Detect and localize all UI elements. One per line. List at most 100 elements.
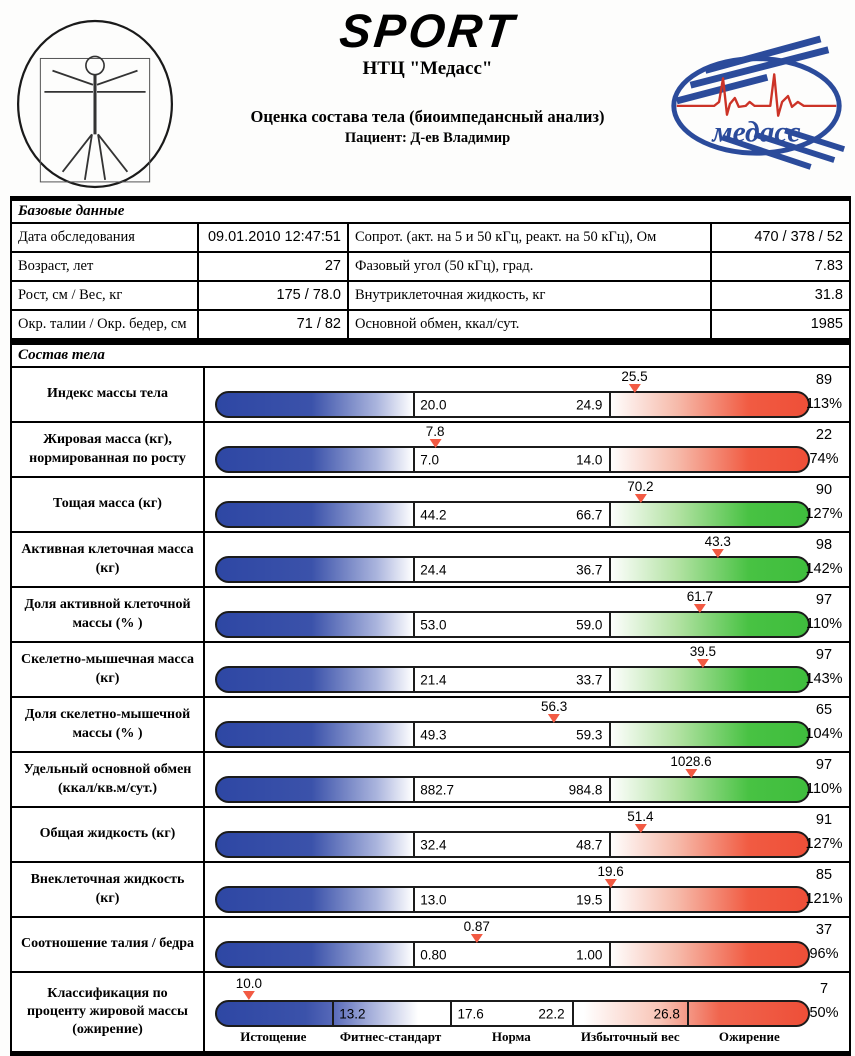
parameter-label: Классификация по проценту жировой массы … bbox=[12, 973, 205, 1051]
scale-divider bbox=[450, 1002, 453, 1025]
composition-table: Индекс массы тела 25.5 20.0 24.9 89 113%… bbox=[12, 368, 849, 973]
norm-low-value: 49.3 bbox=[420, 727, 447, 742]
marker-value: 56.3 bbox=[541, 699, 568, 714]
score-value: 97 bbox=[815, 592, 833, 608]
page-title: Оценка состава тела (биоимпедансный анал… bbox=[250, 107, 605, 127]
marker-value: 25.5 bbox=[621, 369, 648, 384]
basic-value: 71 / 82 bbox=[199, 311, 349, 338]
marker-triangle-icon bbox=[693, 604, 706, 613]
norm-high-value: 14.0 bbox=[576, 452, 603, 467]
basic-data-row: Рост, см / Вес, кг 175 / 78.0 Внутриклет… bbox=[12, 282, 849, 311]
scale-bar: 21.4 33.7 bbox=[215, 666, 810, 693]
parameter-label: Доля активной клеточной массы (% ) bbox=[12, 588, 205, 641]
organization-name: НТЦ "Медасс" bbox=[362, 58, 493, 80]
marker-triangle-icon bbox=[242, 991, 255, 1000]
scale-bar: 7.0 14.0 bbox=[215, 446, 810, 473]
marker-value: 10.0 bbox=[235, 976, 263, 991]
norm-low-value: 21.4 bbox=[420, 672, 447, 687]
patient-name: Пациент: Д-ев Владимир bbox=[344, 130, 511, 147]
marker-triangle-icon bbox=[684, 769, 697, 778]
threshold-value: 13.2 bbox=[339, 1006, 366, 1021]
basic-value: 27 bbox=[199, 253, 349, 280]
scale-bar: 44.2 66.7 bbox=[215, 501, 810, 528]
result-marker: 61.7 bbox=[687, 590, 713, 613]
score-value: 65 bbox=[815, 702, 833, 718]
result-marker: 7.8 bbox=[426, 425, 445, 448]
percent-value: 113% bbox=[805, 396, 842, 412]
basic-label: Дата обследования bbox=[12, 224, 199, 251]
scale-divider bbox=[609, 558, 612, 581]
zone-label: Избыточный вес bbox=[580, 1029, 680, 1044]
composition-row: Внеклеточная жидкость (кг) 19.6 13.0 19.… bbox=[12, 863, 849, 918]
parameter-label: Соотношение талия / бедра bbox=[12, 918, 205, 971]
norm-high-value: 66.7 bbox=[576, 507, 603, 522]
vitruvian-man-icon bbox=[16, 19, 174, 189]
zone-label: Ожирение bbox=[718, 1029, 780, 1044]
scale-bar: 20.0 24.9 bbox=[215, 391, 810, 418]
scale-divider bbox=[609, 833, 612, 856]
marker-value: 51.4 bbox=[627, 809, 654, 824]
composition-row: Общая жидкость (кг) 51.4 32.4 48.7 91 12… bbox=[12, 808, 849, 863]
score-value: 37 bbox=[815, 922, 833, 938]
norm-low-value: 7.0 bbox=[420, 452, 439, 467]
composition-row: Жировая масса (кг), нормированная по рос… bbox=[12, 423, 849, 478]
parameter-label: Жировая масса (кг), нормированная по рос… bbox=[12, 423, 205, 476]
score-value: 89 bbox=[815, 372, 833, 388]
marker-triangle-icon bbox=[696, 659, 709, 668]
norm-high-value: 1.00 bbox=[576, 947, 603, 962]
report-table: Базовые данные Дата обследования 09.01.2… bbox=[10, 196, 851, 1056]
result-marker: 19.6 bbox=[598, 865, 624, 888]
percent-value: 127% bbox=[805, 836, 843, 852]
scale-divider bbox=[413, 888, 416, 911]
percent-value: 104% bbox=[805, 726, 843, 742]
composition-row-classification: Классификация по проценту жировой массы … bbox=[12, 973, 849, 1051]
basic-data-row: Возраст, лет 27 Фазовый угол (50 кГц), г… bbox=[12, 253, 849, 282]
norm-high-value: 984.8 bbox=[568, 782, 603, 797]
basic-value: 175 / 78.0 bbox=[199, 282, 349, 309]
score-value: 22 bbox=[815, 427, 833, 443]
norm-low-value: 882.7 bbox=[420, 782, 454, 797]
result-marker: 70.2 bbox=[627, 480, 654, 503]
norm-low-value: 20.0 bbox=[420, 397, 447, 412]
parameter-label: Индекс массы тела bbox=[12, 368, 205, 421]
norm-high-value: 59.0 bbox=[576, 617, 603, 632]
scale-divider bbox=[332, 1002, 335, 1025]
basic-label: Внутриклеточная жидкость, кг bbox=[349, 282, 712, 309]
result-marker: 10.0 bbox=[236, 977, 262, 1000]
percent-value: 121% bbox=[805, 891, 843, 907]
result-marker: 51.4 bbox=[627, 809, 654, 833]
threshold-value: 26.8 bbox=[653, 1006, 680, 1021]
scale-bar: 49.3 59.3 bbox=[215, 721, 810, 748]
marker-value: 19.6 bbox=[597, 864, 624, 879]
classification-bar: 13.2 17.6 22.2 26.8 bbox=[215, 1000, 810, 1027]
basic-value: 470 / 378 / 52 bbox=[754, 229, 843, 245]
marker-value: 61.7 bbox=[686, 589, 714, 604]
norm-high-value: 33.7 bbox=[576, 672, 603, 687]
marker-triangle-icon bbox=[548, 714, 561, 723]
result-marker: 25.5 bbox=[621, 369, 648, 393]
scale-divider bbox=[413, 393, 416, 416]
scale-divider bbox=[413, 833, 416, 856]
marker-value: 43.3 bbox=[704, 534, 731, 549]
percent-value: 142% bbox=[805, 561, 843, 577]
section-basic-data: Базовые данные bbox=[12, 196, 849, 224]
norm-low-value: 0.80 bbox=[420, 947, 447, 962]
percent-value: 127% bbox=[805, 506, 843, 522]
zone-label: Фитнес-стандарт bbox=[339, 1029, 442, 1044]
brand-title: SPORT bbox=[336, 4, 519, 57]
basic-data-row: Окр. талии / Окр. бедер, см 71 / 82 Осно… bbox=[12, 311, 849, 340]
basic-value: 1985 bbox=[810, 316, 843, 332]
percent-value: 74% bbox=[809, 451, 839, 467]
score-value: 7 bbox=[819, 981, 829, 997]
threshold-value: 22.2 bbox=[538, 1006, 565, 1021]
norm-low-value: 32.4 bbox=[420, 837, 447, 852]
basic-data-row: Дата обследования 09.01.2010 12:47:51 Со… bbox=[12, 224, 849, 253]
parameter-label: Тощая масса (кг) bbox=[12, 478, 205, 531]
norm-high-value: 19.5 bbox=[576, 892, 603, 907]
composition-row: Скелетно-мышечная масса (кг) 39.5 21.4 3… bbox=[12, 643, 849, 698]
marker-triangle-icon bbox=[429, 439, 442, 448]
percent-value: 96% bbox=[809, 946, 839, 962]
norm-high-value: 48.7 bbox=[576, 837, 603, 852]
threshold-value: 17.6 bbox=[457, 1006, 484, 1021]
scale-divider bbox=[609, 723, 612, 746]
